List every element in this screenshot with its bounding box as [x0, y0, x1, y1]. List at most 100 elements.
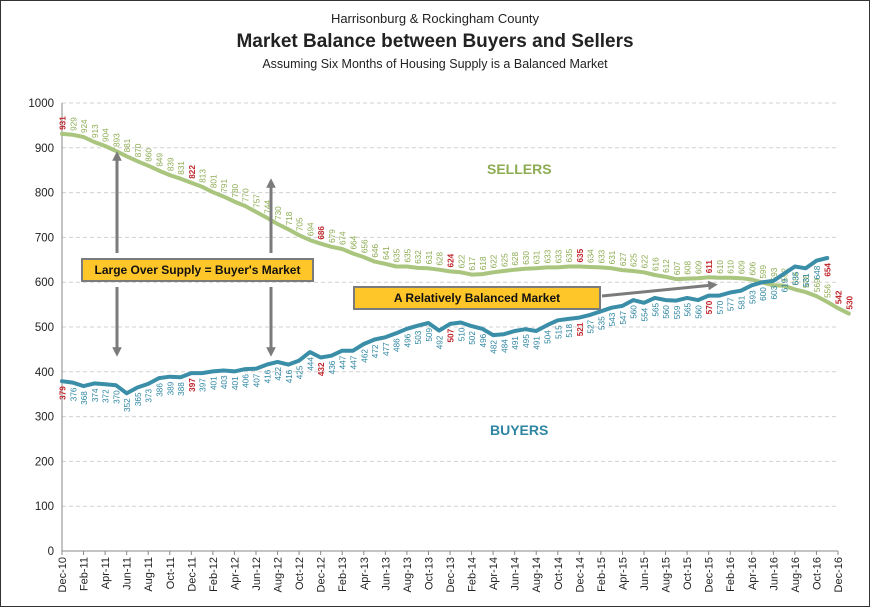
x-tick-label: Oct-16	[811, 557, 823, 590]
data-label: 462	[360, 349, 369, 363]
x-tick-label: Aug-11	[143, 557, 155, 592]
sellers-series-label: SELLERS	[487, 161, 552, 177]
data-label: 913	[91, 124, 100, 138]
data-label: 372	[102, 389, 111, 403]
data-label: 849	[156, 153, 165, 167]
data-label: 577	[727, 297, 736, 311]
x-tick-label: Jun-11	[122, 557, 134, 590]
data-label: 547	[619, 311, 628, 325]
data-label: 515	[554, 325, 563, 339]
data-label: 633	[554, 249, 563, 263]
data-label: 560	[662, 305, 671, 319]
arrow	[601, 280, 718, 298]
data-label: 813	[199, 169, 208, 183]
data-label: 593	[770, 267, 779, 281]
data-label: 556	[824, 284, 833, 298]
y-tick-label: 800	[35, 188, 54, 200]
data-label: 373	[145, 388, 154, 402]
data-label: 560	[694, 305, 703, 319]
buyers-series-label: BUYERS	[490, 422, 549, 438]
data-label: 521	[576, 322, 585, 336]
data-label: 389	[166, 381, 175, 395]
data-label: 631	[533, 250, 542, 264]
sellers-line	[60, 131, 851, 316]
data-label: 416	[263, 369, 272, 383]
data-label: 633	[544, 249, 553, 263]
data-label: 870	[134, 143, 143, 157]
data-label: 924	[80, 119, 89, 133]
data-label: 406	[242, 374, 251, 388]
data-label: 929	[69, 117, 78, 131]
data-label: 656	[360, 239, 369, 253]
data-label: 504	[544, 330, 553, 344]
data-label: 757	[253, 194, 262, 208]
data-label: 654	[824, 263, 833, 277]
x-tick-label: Oct-14	[553, 557, 565, 590]
data-label: 542	[835, 290, 844, 304]
data-label: 559	[673, 305, 682, 319]
data-label: 609	[694, 260, 703, 274]
data-label: 610	[716, 260, 725, 274]
x-tick-label: Oct-12	[294, 557, 306, 590]
data-label: 625	[500, 253, 509, 267]
x-tick-label: Aug-13	[402, 557, 414, 592]
data-label: 486	[393, 338, 402, 352]
y-tick-label: 900	[35, 143, 54, 155]
chart-title: Harrisonburg & Rockingham County	[330, 11, 540, 26]
y-tick-label: 100	[35, 501, 54, 513]
data-label: 509	[425, 328, 434, 342]
data-label: 904	[102, 128, 111, 142]
data-label: 931	[59, 116, 68, 130]
data-label: 831	[177, 161, 186, 175]
data-label: 705	[296, 217, 305, 231]
data-label: 401	[209, 376, 218, 390]
x-tick-label: Aug-12	[273, 557, 285, 592]
y-tick-label: 200	[35, 456, 54, 468]
data-label: 635	[576, 248, 585, 262]
data-label: 622	[490, 254, 499, 268]
data-label: 635	[393, 248, 402, 262]
x-tick-label: Oct-11	[165, 557, 177, 589]
data-label: 600	[759, 287, 768, 301]
x-tick-label: Jun-15	[639, 557, 651, 591]
data-label: 617	[468, 256, 477, 270]
x-tick-label: Oct-13	[423, 557, 435, 590]
data-label: 403	[220, 375, 229, 389]
y-tick-label: 700	[35, 232, 54, 244]
data-label: 635	[791, 271, 800, 285]
data-label: 374	[91, 388, 100, 402]
data-label: 565	[651, 302, 660, 316]
data-label: 584	[791, 271, 800, 285]
data-label: 839	[166, 157, 175, 171]
data-label: 611	[705, 260, 714, 274]
data-label: 527	[587, 319, 596, 333]
data-label: 570	[716, 300, 725, 314]
data-label: 379	[59, 386, 68, 400]
x-tick-label: Dec-12	[316, 557, 328, 592]
data-label: 791	[220, 179, 229, 193]
data-label: 388	[177, 382, 186, 396]
data-label: 860	[145, 148, 154, 162]
data-label: 560	[630, 305, 639, 319]
x-tick-label: Apr-16	[747, 557, 759, 590]
data-label: 664	[350, 235, 359, 249]
data-label: 495	[522, 334, 531, 348]
balanced-callout: A Relatively Balanced Market	[353, 286, 601, 310]
data-label: 432	[317, 362, 326, 376]
data-label: 518	[565, 324, 574, 338]
x-tick-label: Dec-14	[574, 557, 586, 592]
oversupply-callout: Large Over Supply = Buyer's Market	[81, 258, 314, 282]
data-label: 608	[684, 261, 693, 275]
data-label: 607	[673, 261, 682, 275]
data-label: 447	[350, 355, 359, 369]
data-label: 565	[684, 302, 693, 316]
chart-subtitle: Market Balance between Buyers and Seller…	[236, 31, 634, 52]
y-tick-label: 300	[35, 412, 54, 424]
data-label: 893	[112, 133, 121, 147]
data-label: 425	[296, 365, 305, 379]
data-label: 352	[123, 398, 132, 412]
data-label: 407	[253, 373, 262, 387]
data-label: 447	[339, 355, 348, 369]
data-label: 503	[414, 330, 423, 344]
